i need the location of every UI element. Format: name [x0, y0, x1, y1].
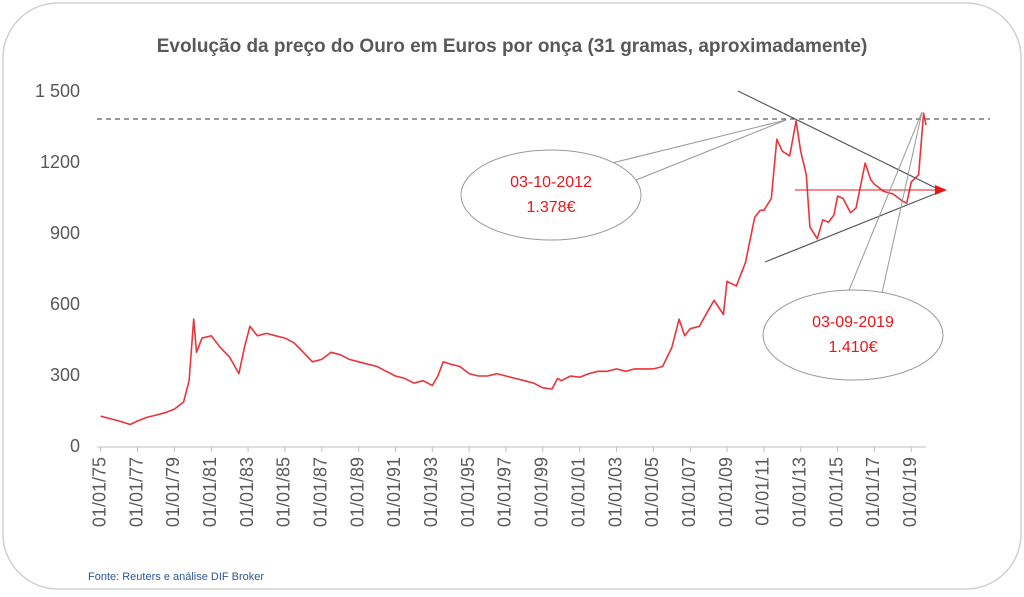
x-tick-label: 01/01/93	[421, 457, 441, 527]
annotation-price: 1.378€	[527, 199, 576, 216]
x-tick-label: 01/01/95	[458, 457, 478, 527]
annotation-date: 03-09-2019	[812, 314, 894, 331]
price-line	[100, 112, 927, 426]
x-tick-label: 01/01/03	[605, 457, 625, 527]
annotation-price: 1.410€	[829, 339, 878, 356]
y-tick-label: 1 500	[35, 81, 80, 101]
x-tick-label: 01/01/07	[679, 457, 699, 527]
callout-pointer	[635, 119, 787, 181]
plot: 0 300 600 900 1200 1 500 01/01/75 01/01/77 01/01…	[35, 81, 990, 527]
callout	[460, 149, 642, 241]
x-tick-label: 01/01/83	[237, 457, 257, 527]
x-tick-label: 01/01/11	[753, 457, 773, 526]
y-tick-label: 1200	[40, 152, 80, 172]
arrow-head	[935, 185, 947, 195]
x-tick-label: 01/01/05	[642, 457, 662, 527]
source: Fonte: Reuters e análise DIF Broker	[88, 571, 264, 583]
y-tick-label: 300	[50, 365, 80, 385]
chart-title: Evolução da preço do Ouro em Euros por o…	[157, 36, 868, 57]
x-tick-label: 01/01/09	[716, 457, 736, 527]
callout	[762, 289, 944, 381]
callout-pointer	[879, 111, 923, 303]
x-tick-label: 01/01/99	[532, 457, 552, 527]
x-tick-label: 01/01/13	[789, 457, 809, 527]
annotation-date: 03-10-2012	[510, 174, 592, 191]
x-tick-label: 01/01/91	[384, 457, 404, 527]
callout-pointer	[611, 119, 787, 164]
x-tick-label: 01/01/87	[311, 457, 331, 527]
y-tick-label: 0	[70, 436, 80, 456]
y-tick-label: 600	[50, 294, 80, 314]
callout-pointer	[844, 111, 923, 301]
x-tick-label: 01/01/77	[126, 457, 146, 527]
trend-line	[764, 190, 943, 263]
x-tick-label: 01/01/79	[163, 457, 183, 527]
x-tick-label: 01/01/81	[200, 457, 220, 527]
x-tick-label: 01/01/15	[826, 457, 846, 527]
x-tick-label: 01/01/19	[900, 457, 920, 527]
x-tick-label: 01/01/01	[568, 457, 588, 527]
x-tick-label: 01/01/89	[347, 457, 367, 527]
y-tick-label: 900	[50, 223, 80, 243]
x-tick-label: 01/01/85	[274, 457, 294, 527]
x-tick-label: 01/01/97	[495, 457, 515, 527]
x-tick-label: 01/01/75	[89, 457, 109, 527]
x-tick-label: 01/01/17	[863, 457, 883, 527]
